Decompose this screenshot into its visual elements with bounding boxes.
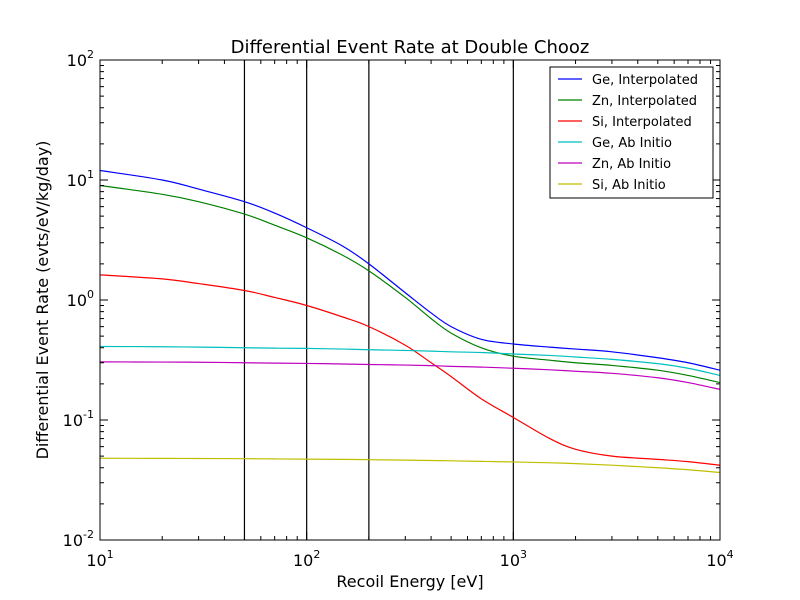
legend-label-1: Zn, Interpolated xyxy=(592,94,697,109)
x-tick-label: 103 xyxy=(500,548,527,570)
legend-label-2: Si, Interpolated xyxy=(592,115,692,130)
legend-box xyxy=(549,66,714,199)
series-line-1 xyxy=(100,184,720,384)
legend-label-0: Ge, Interpolated xyxy=(592,73,698,88)
y-axis-label: Differential Event Rate (evts/eV/kg/day) xyxy=(33,141,52,460)
series-line-5 xyxy=(100,457,720,474)
y-tick-label: 100 xyxy=(67,288,94,310)
series-line-0 xyxy=(100,169,720,371)
plot-area xyxy=(100,60,720,540)
legend-label-5: Si, Ab Initio xyxy=(592,178,666,193)
chart-title: Differential Event Rate at Double Chooz xyxy=(231,37,590,58)
x-tick-label: 104 xyxy=(706,548,733,570)
y-tick-label: 10-2 xyxy=(63,528,94,550)
x-tick-label: 101 xyxy=(86,548,113,570)
legend: Ge, Interpolated Zn, Interpolated Si, Inte… xyxy=(549,66,714,199)
legend-label-4: Zn, Ab Initio xyxy=(592,157,671,172)
y-tick-label: 101 xyxy=(67,168,94,190)
series-line-4 xyxy=(100,361,720,390)
series-line-3 xyxy=(100,345,720,377)
series-line-2 xyxy=(100,274,720,466)
y-tick-label: 102 xyxy=(67,48,94,70)
x-axis-label: Recoil Energy [eV] xyxy=(336,572,483,591)
x-tick-label: 102 xyxy=(293,548,320,570)
legend-label-3: Ge, Ab Initio xyxy=(592,136,672,151)
y-tick-label: 10-1 xyxy=(63,408,94,430)
